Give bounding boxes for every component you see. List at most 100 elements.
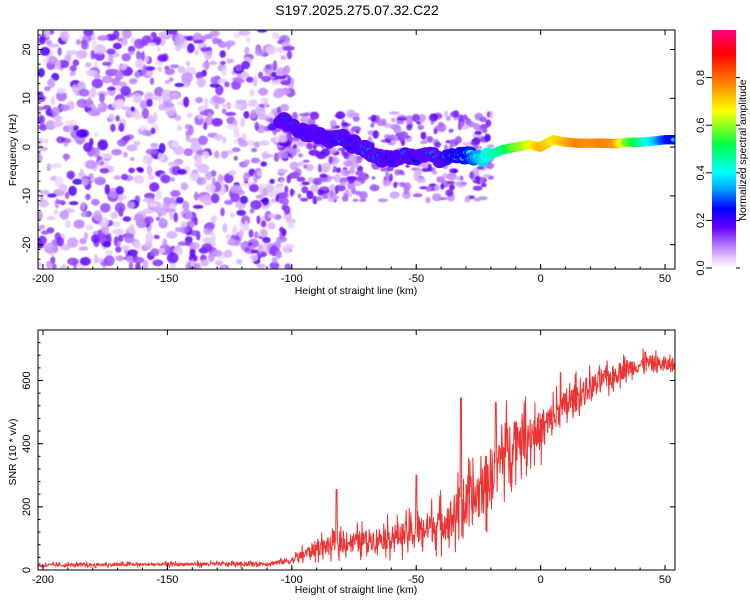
spectrogram-noise-blob <box>260 97 267 104</box>
spectrogram-noise-blob <box>68 201 79 206</box>
spectrogram-noise-blob <box>262 153 274 158</box>
spectrogram-noise-blob <box>44 138 49 144</box>
spectrogram-noise-blob <box>249 88 255 97</box>
spectrogram-noise-blob <box>38 115 46 125</box>
x-tick-label: 50 <box>659 574 671 586</box>
spectrogram-noise-blob <box>271 71 277 78</box>
spectrogram-noise-blob <box>261 75 271 83</box>
spectrogram-noise-blob <box>388 173 393 182</box>
spectrogram-noise-blob <box>157 54 167 62</box>
spectrogram-noise-blob <box>286 50 293 60</box>
spectrogram-noise-blob <box>416 177 427 184</box>
spectrogram-noise-blob <box>279 103 290 112</box>
spectrogram-noise-blob <box>100 153 113 159</box>
spectrogram-noise-blob <box>355 190 362 196</box>
spectrogram-noise-blob <box>233 119 238 127</box>
spectrogram-noise-blob <box>226 124 237 129</box>
spectrogram-noise-blob <box>132 93 142 104</box>
spectrogram-noise-blob <box>453 116 458 121</box>
spectrogram-noise-blob <box>139 100 148 110</box>
spectrogram-noise-blob <box>110 123 116 132</box>
spectrogram-noise-blob <box>210 233 216 243</box>
spectrogram-noise-blob <box>83 142 93 152</box>
spectrogram-noise-blob <box>154 95 161 101</box>
spectrogram-noise-blob <box>431 187 436 192</box>
spectrogram-noise-blob <box>278 142 289 147</box>
spectrogram-noise-blob <box>480 182 487 188</box>
spectrogram-noise-blob <box>121 245 131 250</box>
spectrogram-noise-blob <box>50 96 56 106</box>
spectrogram-noise-blob <box>38 68 45 78</box>
spectrogram-noise-blob <box>158 97 164 107</box>
spectrogram-noise-blob <box>97 35 110 41</box>
spectrogram-noise-blob <box>425 196 431 204</box>
y-tick-label: 600 <box>21 371 33 389</box>
spectrogram-noise-blob <box>150 127 156 135</box>
spectrogram-noise-blob <box>101 75 113 84</box>
spectrogram-noise-blob <box>144 216 154 225</box>
spectrogram-tone-track <box>273 112 675 169</box>
spectrogram-noise-blob <box>38 210 43 222</box>
spectrogram-noise-blob <box>189 172 200 181</box>
spectrogram-noise-blob <box>259 186 263 197</box>
spectrogram-noise-blob <box>312 177 323 186</box>
y-tick-label: 0 <box>21 144 33 150</box>
spectrogram-noise-blob <box>130 106 135 112</box>
spectrogram-noise-blob <box>112 42 122 50</box>
spectrogram-noise-blob <box>214 104 219 110</box>
spectrogram-noise-blob <box>232 226 238 236</box>
spectrogram-noise-blob <box>114 202 126 213</box>
spectrogram-noise-blob <box>38 235 47 246</box>
spectrogram-noise-blob <box>122 216 132 222</box>
spectrogram-noise-blob <box>224 199 233 205</box>
spectrogram-noise-blob <box>282 45 295 51</box>
spectrogram-noise-blob <box>80 201 86 211</box>
spectrogram-noise-blob <box>276 106 281 114</box>
snr-y-ticks: 0 200 400 600 <box>21 342 675 573</box>
spectrogram-noise-blob <box>58 184 68 193</box>
spectrogram-noise-blob <box>220 150 229 159</box>
spectrogram-noise-blob <box>219 50 226 58</box>
colorbar-gradient <box>712 30 736 268</box>
spectrogram-noise-blob <box>84 62 92 68</box>
spectrogram-noise-blob <box>405 115 413 125</box>
spectrogram-noise-blob <box>221 108 227 114</box>
spectrogram-noise-blob <box>399 182 406 187</box>
spectrogram-noise-blob <box>275 250 282 259</box>
spectrogram-noise-blob <box>479 116 487 123</box>
spectrogram-noise-blob <box>128 78 138 85</box>
spectrogram-noise-blob <box>280 80 291 86</box>
y-tick-label: 400 <box>21 435 33 453</box>
spectrogram-noise-blob <box>146 98 153 107</box>
spectrogram-noise-blob <box>340 169 351 177</box>
spectrogram-noise-blob <box>303 112 310 117</box>
spectrogram-noise-blob <box>227 170 237 176</box>
spectrogram-noise-blob <box>112 30 120 40</box>
spectrogram-noise-blob <box>416 121 422 125</box>
spectrogram-noise-blob <box>200 259 210 267</box>
spectrogram-noise-blob <box>99 161 105 166</box>
spectrogram-noise-blob <box>79 237 87 245</box>
colorbar-tick-label: 0.0 <box>695 260 707 275</box>
spectrogram-noise-blob <box>38 137 45 144</box>
spectrogram-noise-blob <box>155 189 163 201</box>
spectrogram-noise-blob <box>261 197 270 206</box>
spectrogram-noise-blob <box>54 176 64 188</box>
spectrogram-noise-blob <box>73 219 85 229</box>
spectrogram-noise-blob <box>158 152 165 162</box>
spectrogram-noise-blob <box>352 116 360 122</box>
spectrogram-noise-blob <box>50 256 56 265</box>
spectrogram-noise-blob <box>258 87 269 96</box>
spectrogram-noise-blob <box>197 114 204 120</box>
spectrogram-noise-blob <box>434 184 440 192</box>
spectrogram-noise-blob <box>80 211 88 218</box>
spectrogram-noise-blob <box>236 259 243 265</box>
spectrogram-noise-blob <box>312 195 318 205</box>
spectrogram-noise-blob <box>72 59 80 66</box>
spectrogram-noise-blob <box>67 257 79 266</box>
spectrogram-noise-blob <box>343 193 348 201</box>
spectrogram-noise-blob <box>94 176 106 186</box>
spectrogram-noise-blob <box>223 173 234 184</box>
spectrogram-noise-blob <box>288 83 294 90</box>
